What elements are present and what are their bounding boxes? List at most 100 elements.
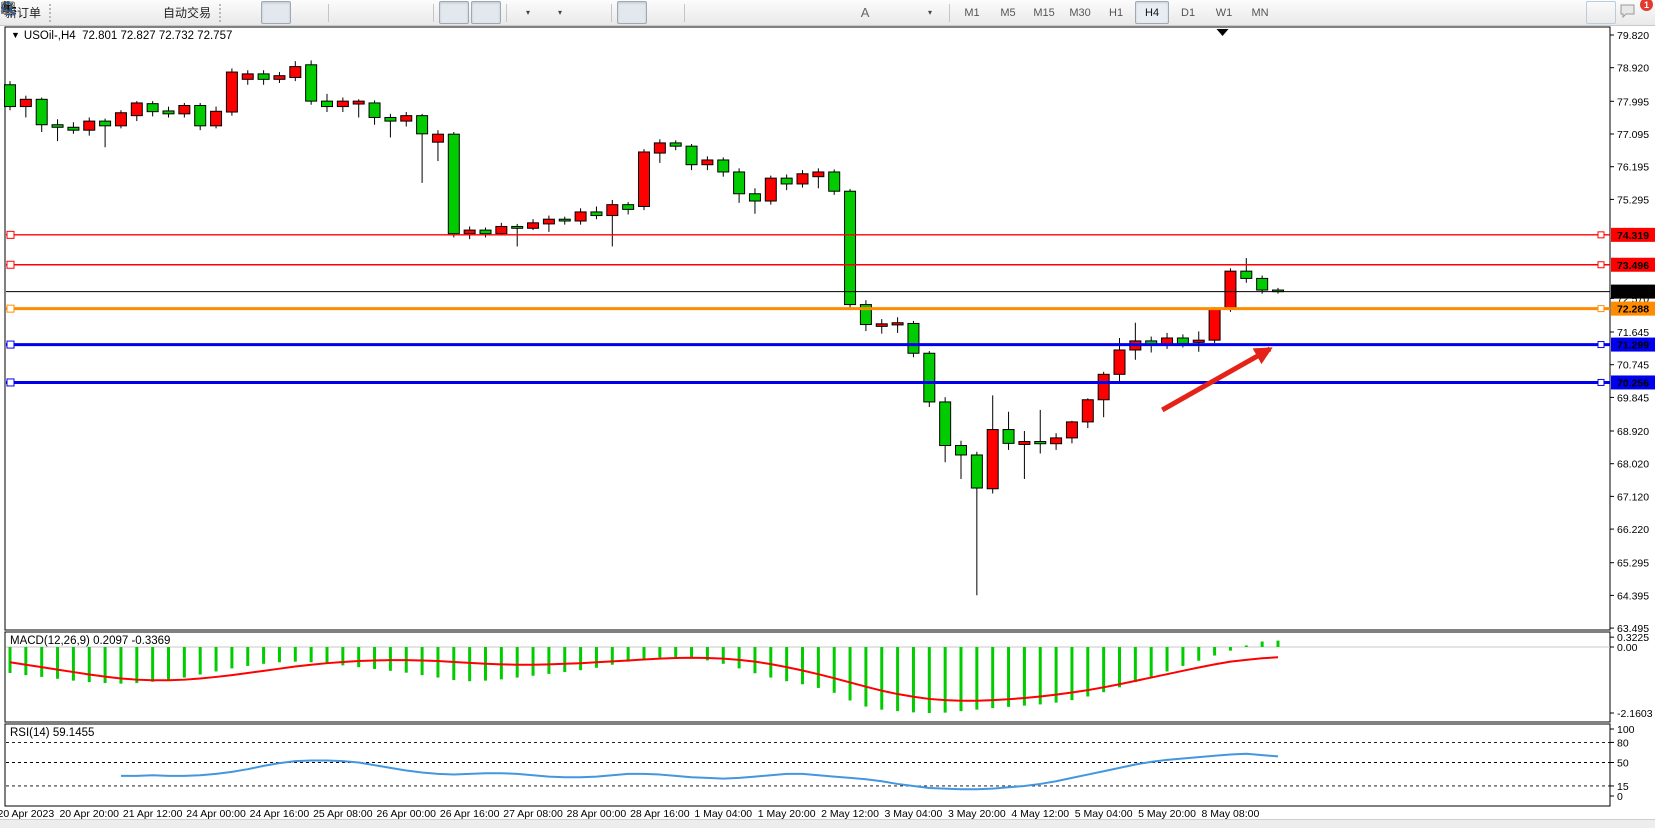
horizontal-line-button[interactable] <box>2 1 752 24</box>
dropdown-arrow-icon[interactable]: ▾ <box>526 8 531 17</box>
dropdown-arrow-icon[interactable]: ▾ <box>558 8 563 17</box>
price-badge-label: 73.496 <box>1617 260 1649 272</box>
candle-body <box>638 151 650 207</box>
chat-button[interactable]: 1 <box>1618 0 1653 24</box>
hline-handle[interactable] <box>1597 261 1605 269</box>
tf-button-m30[interactable]: M30 <box>1069 6 1091 19</box>
macd-signal-line <box>9 656 1279 702</box>
candle-body <box>19 98 32 108</box>
candle-body <box>114 112 127 127</box>
price-badge-label: 71.299 <box>1617 340 1649 352</box>
candle-body <box>970 454 983 489</box>
hline-handle[interactable] <box>1597 341 1605 349</box>
hline-handle[interactable] <box>6 378 15 387</box>
tf-button-m15[interactable]: M15 <box>1033 6 1055 19</box>
rsi-indicator-label: RSI(14) 59.1455 <box>10 727 95 739</box>
candle-body <box>796 173 809 185</box>
price-tick-label: 77.095 <box>1617 129 1649 141</box>
market-watch-button[interactable] <box>2 1 89 24</box>
candle-body <box>257 73 270 80</box>
zoom-out-button[interactable] <box>1 1 396 24</box>
candle-body <box>669 142 682 147</box>
crosshair-button[interactable] <box>1 1 679 24</box>
tf-button-mn[interactable]: MN <box>1251 6 1269 19</box>
price-tick-label: 63.495 <box>1617 623 1649 635</box>
chart-shift-button[interactable] <box>2 1 502 24</box>
candle-body <box>542 218 555 225</box>
candle-body <box>653 142 666 154</box>
rsi-tick-label: 0 <box>1617 791 1623 803</box>
navigator-button[interactable] <box>2 1 153 24</box>
candle-body <box>83 120 96 131</box>
tf-button-h4[interactable]: H4 <box>1135 1 1170 24</box>
hline-handle[interactable] <box>6 230 15 239</box>
auto-trading-button[interactable]: 自动交易 <box>1 1 215 24</box>
candle-body <box>701 159 714 166</box>
indicators-button[interactable]: ▾ <box>1 1 542 24</box>
data-window-button[interactable] <box>1 1 121 24</box>
candle-body <box>178 104 191 115</box>
hline-handle[interactable] <box>1597 231 1605 239</box>
tf-button-m1[interactable]: M1 <box>964 6 980 19</box>
auto-scroll-button[interactable] <box>2 1 470 24</box>
bar-chart-button[interactable] <box>2 1 259 24</box>
candle-body <box>336 100 349 108</box>
hline-handle[interactable] <box>6 304 15 313</box>
candlestick-button[interactable] <box>2 1 292 24</box>
time-tick-label: 1 May 04:00 <box>694 808 752 820</box>
price-tick-label: 69.845 <box>1617 392 1649 404</box>
time-tick-label: 3 May 20:00 <box>948 808 1006 820</box>
symbol-period-label: USOil-,H4 <box>23 30 76 42</box>
chart-menu-arrow-icon[interactable]: ▼ <box>11 30 20 40</box>
search-button[interactable] <box>1 1 1616 24</box>
hline-handle[interactable] <box>6 340 15 349</box>
candle-body <box>907 322 920 354</box>
shapes-button[interactable]: ▾ <box>2 1 944 24</box>
text-label-button[interactable]: T <box>1 1 912 24</box>
vertical-line-button[interactable] <box>7 1 720 24</box>
hline-handle[interactable] <box>1597 305 1605 313</box>
dropdown-arrow-icon[interactable]: ▾ <box>928 8 933 17</box>
candle-body <box>1208 308 1221 341</box>
tf-button-h1[interactable]: H1 <box>1109 6 1124 19</box>
fibonacci-button[interactable]: F <box>2 1 848 24</box>
line-chart-button[interactable] <box>1 1 323 24</box>
candle-body <box>241 73 254 80</box>
toolbar-separator <box>684 3 686 22</box>
tile-windows-button[interactable] <box>2 1 428 24</box>
annotation-arrow[interactable] <box>1161 346 1273 413</box>
chart-shift-marker[interactable] <box>1216 29 1229 36</box>
svg-text:F: F <box>10 6 16 16</box>
candle-body <box>463 229 476 235</box>
price-tick-label: 64.395 <box>1617 590 1649 602</box>
time-tick-label: 20 Apr 2023 <box>0 808 54 820</box>
time-tick-label: 4 May 12:00 <box>1011 808 1069 820</box>
status-bar <box>0 819 1655 828</box>
candle-body <box>479 229 492 235</box>
hline-handle[interactable] <box>1597 378 1605 386</box>
tf-button-w1[interactable]: W1 <box>1215 6 1233 19</box>
toolbar-separator <box>949 3 951 22</box>
timeframe-group: M1 M5 M15 M30 H1 H4 D1 W1 MN <box>954 1 1278 24</box>
templates-button[interactable] <box>1 1 606 24</box>
time-tick-label: 28 Apr 00:00 <box>567 808 627 820</box>
price-tick-label: 75.295 <box>1617 194 1649 206</box>
tf-button-m5[interactable]: M5 <box>1000 6 1016 19</box>
price-axis[interactable] <box>1610 27 1655 806</box>
candle-body <box>130 102 143 117</box>
channel-button[interactable]: E <box>0 1 816 24</box>
tf-button-d1[interactable]: D1 <box>1181 6 1196 19</box>
toolbar: 新订单 自动交易 ▾ ▾ <box>0 0 1655 26</box>
hline-handle[interactable] <box>6 260 15 269</box>
chart-title: ▼ USOil-,H4 72.801 72.827 72.732 72.757 <box>11 30 232 42</box>
candle-body <box>1176 337 1189 344</box>
trendline-button[interactable] <box>1 1 784 24</box>
zoom-in-button[interactable] <box>1 1 364 24</box>
text-button[interactable]: A <box>850 1 880 24</box>
periods-button[interactable]: ▾ <box>1 1 574 24</box>
candle-body <box>685 145 698 166</box>
cursor-button[interactable] <box>4 1 648 24</box>
candle-body <box>289 66 302 79</box>
